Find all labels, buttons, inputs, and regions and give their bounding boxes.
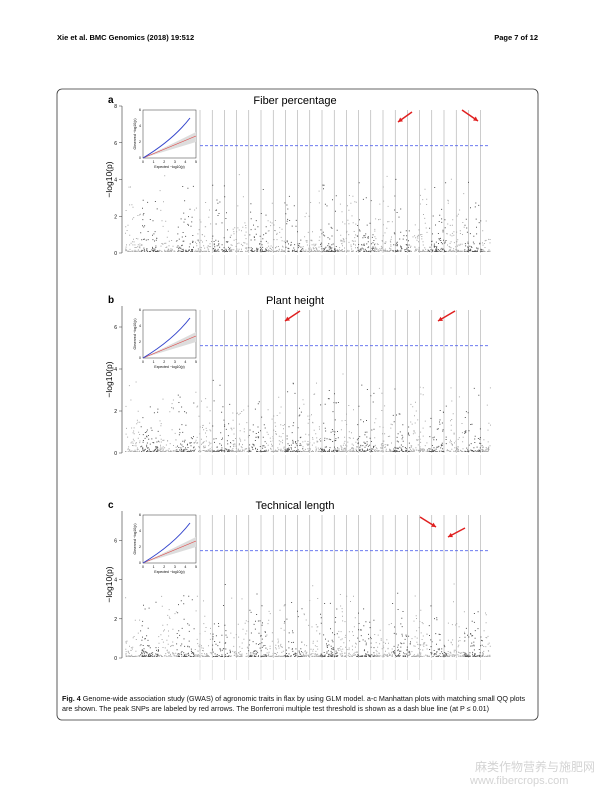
panel-title: Fiber percentage [253, 95, 336, 107]
y-tick-label: 0 [114, 656, 117, 662]
panel-label: a [108, 95, 114, 106]
qq-points [142, 117, 191, 159]
y-tick-label: 2 [114, 409, 117, 415]
qq-frame [142, 514, 197, 564]
y-tick-label: 2 [114, 214, 117, 220]
header-right: Page 7 of 12 [494, 33, 538, 42]
qq-x-tick: 4 [184, 160, 186, 164]
y-tick-label: 2 [114, 617, 117, 623]
qq-x-tick: 3 [174, 565, 176, 569]
snp-points [125, 174, 491, 252]
qq-y-tick: 0 [139, 561, 141, 565]
peak-arrow-head [285, 316, 290, 321]
qq-x-tick: 5 [195, 360, 197, 364]
qq-band [143, 537, 196, 563]
qq-points [142, 317, 191, 359]
qq-frame [142, 109, 197, 159]
panel-title: Technical length [256, 500, 335, 512]
qq-y-tick: 2 [139, 140, 141, 144]
qq-x-tick: 1 [153, 160, 155, 164]
qq-y-tick: 4 [139, 124, 141, 128]
y-tick-label: 6 [114, 538, 117, 544]
qq-y-tick: 6 [139, 308, 141, 312]
qq-x-tick: 0 [142, 360, 144, 364]
qq-x-tick: 2 [163, 565, 165, 569]
qq-points [142, 522, 191, 564]
qq-x-tick: 5 [195, 160, 197, 164]
snp-points [140, 379, 483, 452]
caption: Fig. 4 Genome-wide association study (GW… [62, 694, 532, 714]
qq-diagonal [142, 135, 197, 159]
qq-x-tick: 0 [142, 160, 144, 164]
y-tick-label: 4 [114, 178, 117, 184]
qq-band [143, 332, 196, 358]
y-tick-label: 0 [114, 251, 117, 257]
qq-x-tick: 4 [184, 360, 186, 364]
watermark-2: www.fibercrops.com [469, 775, 568, 787]
qq-frame [142, 309, 197, 359]
qq-x-label: Expected −log10(p) [154, 570, 184, 574]
qq-x-tick: 3 [174, 360, 176, 364]
qq-y-tick: 2 [139, 340, 141, 344]
qq-band [143, 132, 196, 158]
y-axis-label: −log10(p) [104, 566, 114, 602]
watermark-1: 麻类作物营养与施肥网 [475, 759, 595, 774]
panel-label: b [108, 295, 114, 306]
qq-x-tick: 4 [184, 565, 186, 569]
y-tick-label: 0 [114, 451, 117, 457]
qq-y-tick: 6 [139, 513, 141, 517]
panel-title: Plant height [266, 295, 324, 307]
qq-y-label: Observed −log10(p) [133, 118, 137, 149]
peak-arrow-head [398, 117, 403, 122]
qq-x-label: Expected −log10(p) [154, 165, 184, 169]
qq-x-tick: 1 [153, 360, 155, 364]
qq-y-tick: 2 [139, 545, 141, 549]
y-tick-label: 4 [114, 578, 117, 584]
qq-x-tick: 3 [174, 160, 176, 164]
snp-points [125, 583, 491, 657]
peak-arrow-head [448, 532, 453, 538]
qq-x-tick: 2 [163, 160, 165, 164]
figure-frame [56, 88, 539, 721]
qq-y-tick: 4 [139, 529, 141, 533]
qq-y-tick: 4 [139, 324, 141, 328]
qq-x-tick: 2 [163, 360, 165, 364]
qq-y-tick: 0 [139, 156, 141, 160]
peak-arrow-head [438, 316, 443, 321]
qq-y-tick: 6 [139, 108, 141, 112]
peak-arrow-head [473, 116, 478, 121]
y-tick-label: 8 [114, 104, 117, 110]
y-axis-label: −log10(p) [104, 161, 114, 197]
y-axis-label: −log10(p) [104, 361, 114, 397]
qq-y-tick: 0 [139, 356, 141, 360]
qq-x-tick: 5 [195, 565, 197, 569]
panel-label: c [108, 500, 114, 511]
header-left: Xie et al. BMC Genomics (2018) 19:512 [57, 33, 194, 42]
y-tick-label: 4 [114, 367, 117, 373]
y-tick-label: 6 [114, 141, 117, 147]
caption-text: Genome-wide association study (GWAS) of … [62, 694, 526, 713]
y-tick-label: 6 [114, 325, 117, 331]
peak-arrow-head [431, 522, 436, 527]
qq-x-tick: 0 [142, 565, 144, 569]
qq-x-label: Expected −log10(p) [154, 365, 184, 369]
qq-x-tick: 1 [153, 565, 155, 569]
caption-label: Fig. 4 [62, 694, 81, 703]
snp-points [140, 584, 483, 657]
qq-diagonal [142, 540, 197, 564]
qq-diagonal [142, 335, 197, 359]
qq-y-label: Observed −log10(p) [133, 318, 137, 349]
qq-y-label: Observed −log10(p) [133, 523, 137, 554]
